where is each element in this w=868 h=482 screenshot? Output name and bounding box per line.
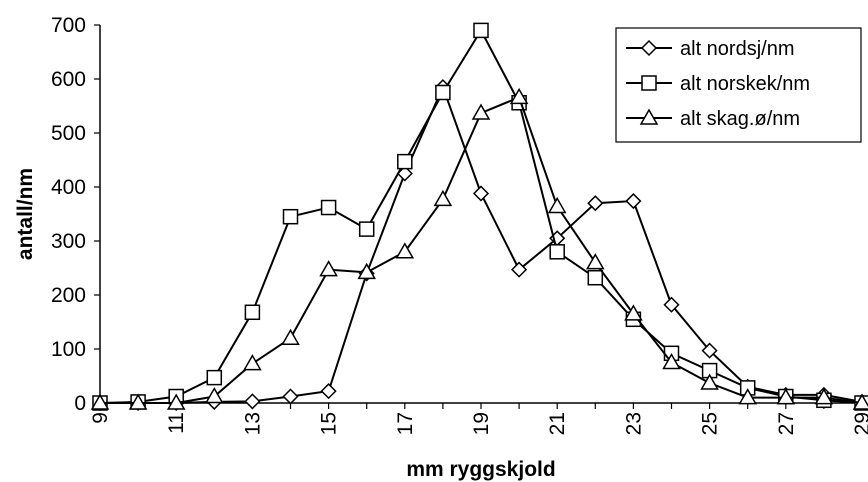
data-point (319, 260, 338, 277)
y-ticks: 0 100 200 300 400 500 600 700 (51, 14, 100, 415)
legend-label: alt skag.ø/nm (680, 108, 800, 130)
legend-label: alt norskek/nm (680, 73, 810, 95)
data-point (128, 393, 148, 410)
y-tick-label: 0 (74, 392, 86, 415)
y-tick-label: 600 (51, 68, 86, 91)
legend-marker (640, 39, 658, 57)
data-point (549, 244, 565, 260)
data-point (320, 199, 337, 216)
data-point (358, 221, 375, 237)
data-point (511, 261, 528, 278)
legend-entry: alt norskek/nm (626, 73, 810, 95)
y-tick-label: 200 (51, 284, 86, 307)
x-tick-label: 21 (546, 412, 569, 435)
data-point (814, 388, 834, 405)
data-point (472, 185, 490, 202)
y-axis-title: antall/nm (14, 168, 37, 260)
data-point (90, 393, 110, 410)
data-point (509, 87, 529, 105)
data-point (282, 388, 299, 405)
data-point (776, 388, 796, 405)
data-point (663, 296, 680, 313)
legend-marker (639, 108, 659, 125)
legend: alt nordsj/nm alt norskek/nm alt skag.ø/nm (615, 27, 862, 143)
x-tick-label: 27 (775, 412, 798, 435)
data-point (586, 253, 605, 270)
x-tick-label: 11 (165, 412, 188, 434)
data-point (395, 242, 415, 259)
data-point (473, 22, 489, 39)
data-point (547, 196, 567, 214)
data-point (205, 387, 224, 404)
data-point (435, 84, 451, 101)
data-point (244, 393, 261, 410)
data-point (587, 195, 604, 212)
data-point (433, 189, 453, 207)
x-tick-label: 23 (622, 412, 645, 435)
series-line (100, 96, 863, 404)
data-point (738, 388, 757, 405)
legend-entry: alt nordsj/nm (626, 38, 795, 60)
x-tick-label: 19 (470, 412, 493, 435)
legend-marker (641, 75, 657, 91)
data-point (166, 393, 186, 410)
data-point (244, 304, 261, 321)
x-tick-label: 25 (699, 412, 722, 435)
x-tick-label: 29 (851, 412, 868, 435)
x-tick-label: 15 (318, 412, 341, 435)
legend-items: alt nordsj/nm alt norskek/nm alt skag.ø/nm (626, 38, 810, 130)
series-3 (90, 87, 868, 410)
data-point (320, 383, 337, 400)
y-tick-label: 100 (51, 338, 86, 361)
data-point (357, 262, 376, 280)
x-tick-label: 17 (394, 412, 417, 435)
data-point (625, 192, 642, 210)
data-point (206, 369, 223, 386)
data-point (700, 373, 719, 390)
data-point (662, 352, 681, 370)
legend-label: alt nordsj/nm (680, 38, 795, 60)
y-tick-label: 400 (51, 176, 86, 199)
y-tick-label: 700 (51, 14, 86, 37)
data-point (282, 208, 299, 225)
x-axis-title: mm ryggskjold (406, 458, 555, 481)
legend-entry: alt skag.ø/nm (626, 108, 800, 130)
y-tick-label: 300 (51, 230, 86, 253)
data-point (397, 153, 413, 170)
series-layer (90, 22, 868, 412)
y-tick-label: 500 (51, 122, 86, 145)
x-ticks: 9 11 13 15 17 19 21 23 25 27 29 (89, 403, 868, 435)
x-tick-label: 13 (241, 412, 264, 435)
x-tick-label: 9 (89, 412, 112, 424)
data-point (852, 393, 868, 410)
data-point (701, 342, 718, 359)
data-point (624, 304, 643, 321)
data-point (587, 269, 604, 286)
data-point (471, 103, 491, 120)
data-point (243, 354, 262, 371)
data-point (281, 328, 300, 345)
